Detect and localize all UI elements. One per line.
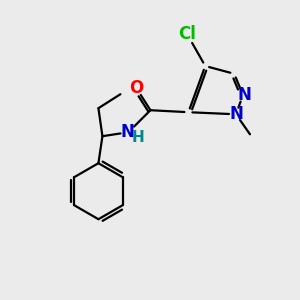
Text: N: N xyxy=(229,105,243,123)
Text: O: O xyxy=(129,79,144,97)
Text: N: N xyxy=(237,86,251,104)
Text: Cl: Cl xyxy=(178,25,196,43)
Text: H: H xyxy=(132,130,145,145)
Text: N: N xyxy=(121,123,134,141)
